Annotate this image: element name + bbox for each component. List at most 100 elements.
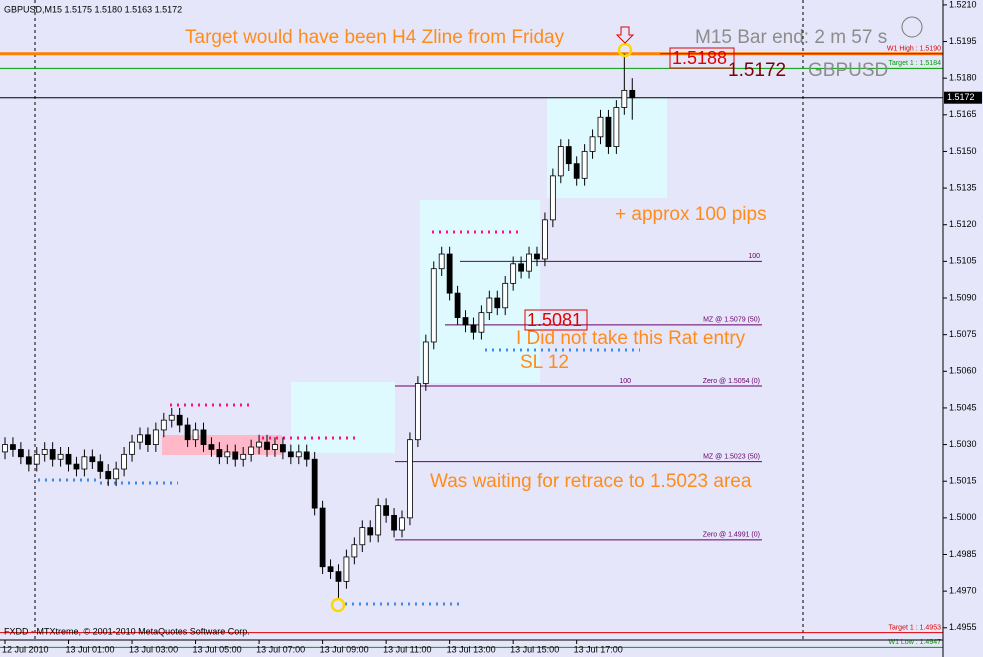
candle-body	[224, 451, 231, 458]
x-tick-label: 13 Jul 13:00	[447, 644, 496, 654]
candle-body	[129, 441, 135, 455]
y-tick-label: 1.5150	[949, 146, 977, 156]
annotation: Target would have been H4 Zline from Fri…	[185, 27, 565, 48]
candle-body	[311, 458, 318, 509]
candle-body	[57, 453, 64, 460]
level-label: Zero @ 1.5054 (0)	[703, 378, 760, 385]
candle-body	[518, 263, 524, 272]
y-tick-label: 1.4955	[949, 622, 977, 632]
candle-body	[470, 324, 477, 333]
candle-body	[272, 444, 278, 450]
candle-body	[335, 571, 342, 582]
level-label: Zero @ 1.4991 (0)	[703, 532, 760, 539]
x-tick-label: 13 Jul 15:00	[510, 644, 559, 654]
level-label: W1 High : 1.5190	[887, 46, 941, 53]
levels: W1 High : 1.5190 Target 1 : 1.5184 100 MZ @…	[0, 46, 943, 648]
price-tag: 1.5172	[947, 92, 975, 102]
timer: M15 Bar end: 2 m 57 s	[695, 27, 887, 48]
y-tick-label: 1.5015	[949, 476, 977, 486]
candle-body	[454, 292, 461, 318]
candle-body	[597, 116, 604, 138]
candle-body	[303, 451, 310, 460]
y-tick-label: 1.5075	[949, 329, 977, 339]
candle-body	[137, 434, 143, 443]
candle-body	[510, 263, 517, 284]
candle-body	[542, 219, 548, 260]
level-label: MZ @ 1.5079 (50)	[703, 317, 760, 324]
candle-body	[438, 253, 445, 270]
candle-body	[160, 419, 167, 431]
candle-body	[49, 449, 56, 460]
y-tick-label: 1.4985	[949, 549, 977, 559]
candle-body	[383, 505, 390, 516]
y-tick-label: 1.5045	[949, 402, 977, 412]
candle-body	[462, 317, 469, 326]
candle-body	[557, 146, 564, 177]
candle-body	[184, 424, 191, 441]
candle-body	[200, 429, 207, 445]
candle-body	[446, 253, 453, 294]
candles	[2, 53, 636, 599]
candle-body	[327, 566, 334, 573]
y-tick-label: 1.5195	[949, 36, 977, 46]
candle-body	[25, 456, 32, 465]
zone	[547, 97, 667, 198]
candle-body	[613, 107, 620, 147]
footer: FXDD - MTXtreme, © 2001-2010 MetaQuotes …	[4, 626, 250, 636]
candle-body	[430, 268, 437, 343]
annotation: I Did not take this Rat entry	[516, 328, 746, 349]
annotation: + approx 100 pips	[615, 204, 767, 225]
candle-body	[414, 383, 421, 441]
candle-body	[478, 312, 485, 333]
candle-body	[359, 527, 366, 546]
candle-body	[549, 175, 556, 221]
candle-body	[216, 449, 223, 458]
symbol: GBPUSD	[808, 60, 888, 81]
clock-icon	[901, 16, 923, 38]
candle-body	[534, 253, 540, 260]
marked-price: 1.5188	[672, 48, 727, 68]
candle-body	[375, 505, 382, 536]
y-tick-label: 1.5105	[949, 256, 977, 266]
y-tick-label: 1.5180	[949, 73, 977, 83]
price-label: 1.5172	[728, 60, 786, 81]
level-label: Target 1 : 1.5184	[888, 60, 941, 67]
candle-body	[295, 451, 302, 458]
candle-body	[287, 451, 294, 458]
level-label: W1 Low : 1.4947	[888, 639, 941, 646]
candle-body	[89, 456, 96, 463]
candle-body	[97, 461, 104, 472]
candle-body	[581, 151, 588, 179]
candle-body	[391, 515, 397, 531]
candle-body	[399, 517, 405, 531]
price-box	[524, 309, 588, 331]
candle-body	[232, 451, 239, 460]
candle-body	[573, 163, 580, 179]
candle-body	[2, 444, 8, 453]
candle-body	[192, 429, 199, 441]
candle-body	[589, 136, 596, 152]
zone	[291, 382, 395, 453]
x-tick-label: 13 Jul 01:00	[66, 644, 115, 654]
candle-body	[176, 414, 183, 426]
y-tick-label: 1.5000	[949, 512, 977, 522]
y-tick-label: 1.5210	[949, 0, 977, 9]
level-label: 100	[619, 378, 631, 385]
candle-body	[279, 444, 286, 453]
annotation: Was waiting for retrace to 1.5023 area	[430, 471, 752, 492]
chart-title: GBPUSD,M15 1.5175 1.5180 1.5163 1.5172	[4, 4, 182, 14]
candle-body	[17, 449, 24, 458]
candle-body	[526, 253, 532, 272]
candle-body	[494, 297, 501, 309]
candle-body	[168, 414, 175, 421]
candle-body	[145, 434, 151, 445]
candle-body	[629, 89, 636, 99]
candle-body	[407, 439, 413, 519]
candle-body	[605, 116, 612, 147]
candle-body	[264, 441, 270, 450]
x-tick-label: 12 Jul 2010	[2, 644, 49, 654]
candle-body	[81, 456, 88, 470]
y-tick-label: 1.5165	[949, 109, 977, 119]
candle-body	[248, 446, 255, 455]
